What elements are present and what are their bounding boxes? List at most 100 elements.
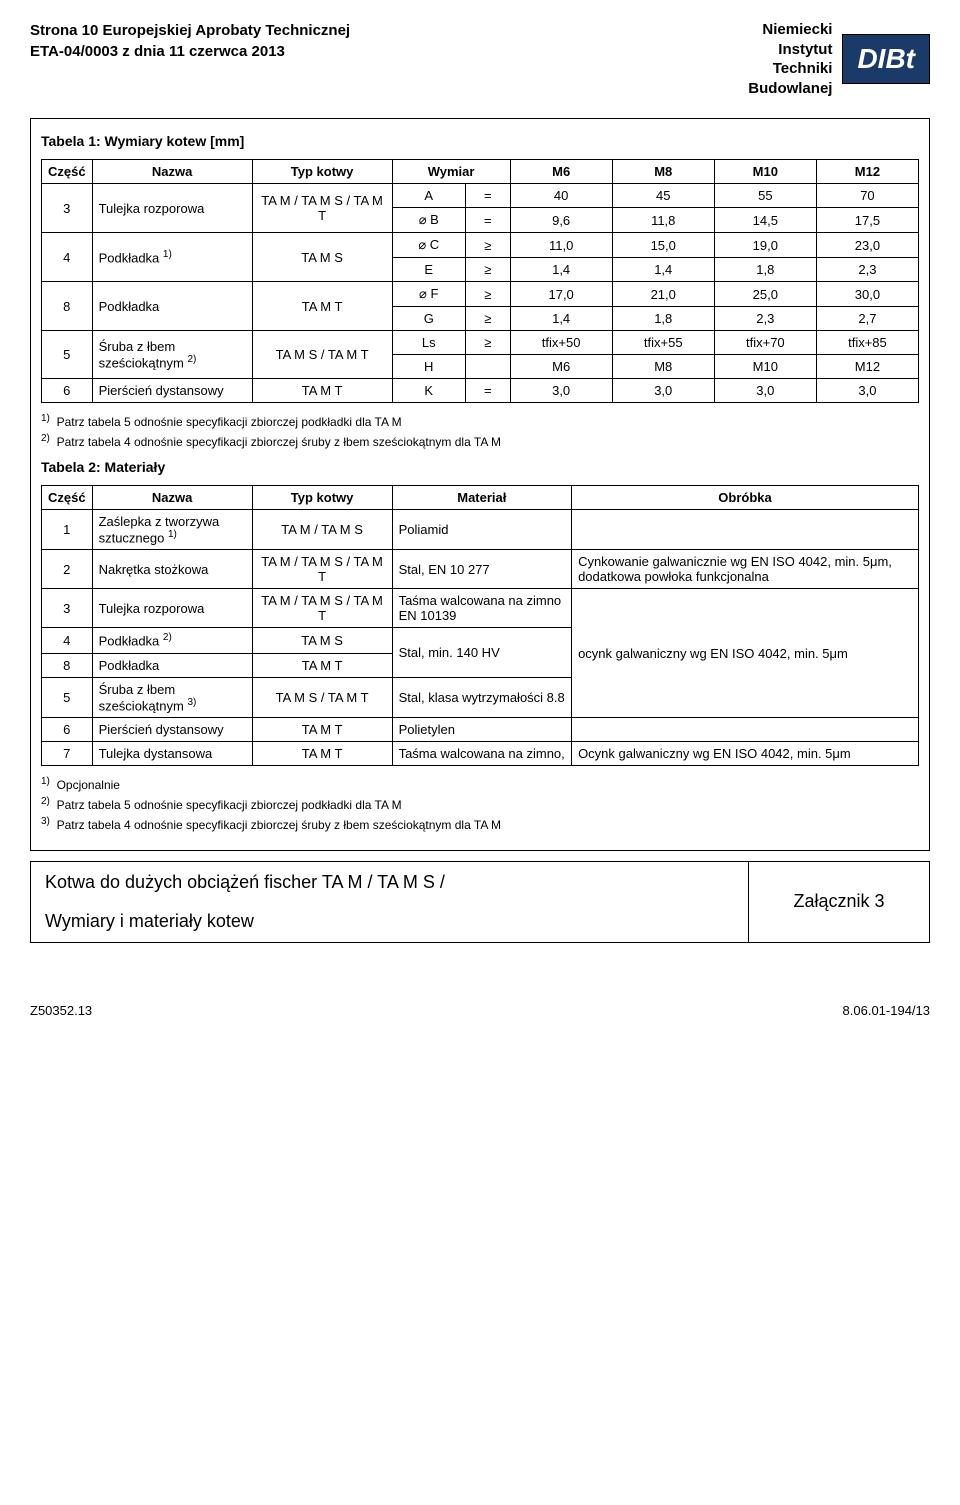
footer-right: 8.06.01-194/13: [843, 1003, 930, 1018]
cell-name: Tulejka dystansowa: [92, 741, 252, 765]
cell-obr: Cynkowanie galwanicznie wg EN ISO 4042, …: [572, 550, 919, 589]
cell-val: tfix+70: [714, 331, 816, 355]
cell-part: 4: [42, 233, 93, 282]
cell-part: 3: [42, 589, 93, 628]
table-row: 1 Zaślepka z tworzywa sztucznego 1) TA M…: [42, 510, 919, 550]
cell-sup: 2): [187, 354, 196, 365]
cell-type: TA M T: [252, 282, 392, 331]
cell-part: 8: [42, 282, 93, 331]
cell-rel: [465, 355, 510, 379]
cell-name: Tulejka rozporowa: [92, 184, 252, 233]
cell-name: Śruba z łbem sześciokątnym 3): [92, 677, 252, 717]
inst-line2: Instytut: [748, 40, 832, 60]
th-m12: M12: [816, 160, 918, 184]
cell-type: TA M / TA M S: [252, 510, 392, 550]
th-dim: Wymiar: [392, 160, 510, 184]
cell-val: 3,0: [816, 379, 918, 403]
cell-name-text: Śruba z łbem sześciokątnym: [99, 682, 184, 713]
cell-dim: G: [392, 307, 465, 331]
cell-name: Zaślepka z tworzywa sztucznego 1): [92, 510, 252, 550]
cell-part: 4: [42, 628, 93, 653]
cell-val: 1,4: [510, 307, 612, 331]
cell-part: 6: [42, 379, 93, 403]
cell-val: tfix+55: [612, 331, 714, 355]
header-left: Strona 10 Europejskiej Aprobaty Technicz…: [30, 20, 350, 62]
table2-footnotes: 1) Opcjonalnie 2) Patrz tabela 5 odnośni…: [41, 774, 919, 834]
cell-part: 1: [42, 510, 93, 550]
header-right: Niemiecki Instytut Techniki Budowlanej D…: [748, 20, 930, 98]
cell-val: 2,3: [714, 307, 816, 331]
cell-obr: Ocynk galwaniczny wg EN ISO 4042, min. 5…: [572, 741, 919, 765]
footnote-text: Patrz tabela 4 odnośnie specyfikacji zbi…: [57, 435, 501, 449]
header-institute: Niemiecki Instytut Techniki Budowlanej: [748, 20, 832, 98]
bottom-title: Kotwa do dużych obciążeń fischer TA M / …: [45, 872, 734, 893]
inst-line3: Techniki: [748, 59, 832, 79]
table2-header-row: Część Nazwa Typ kotwy Materiał Obróbka: [42, 486, 919, 510]
footnote-2: 2) Patrz tabela 4 odnośnie specyfikacji …: [41, 431, 919, 451]
cell-part: 6: [42, 717, 93, 741]
footnote-text: Patrz tabela 4 odnośnie specyfikacji zbi…: [57, 818, 501, 832]
bottom-subtitle: Wymiary i materiały kotew: [45, 911, 734, 932]
footer-left: Z50352.13: [30, 1003, 92, 1018]
cell-val: 14,5: [714, 208, 816, 233]
table2: Część Nazwa Typ kotwy Materiał Obróbka 1…: [41, 485, 919, 766]
cell-val: 45: [612, 184, 714, 208]
cell-val: 17,0: [510, 282, 612, 307]
cell-mat: Stal, EN 10 277: [392, 550, 571, 589]
cell-val: tfix+85: [816, 331, 918, 355]
cell-part: 8: [42, 653, 93, 677]
cell-part: 7: [42, 741, 93, 765]
th-name: Nazwa: [92, 160, 252, 184]
cell-name: Podkładka: [92, 282, 252, 331]
cell-val: 9,6: [510, 208, 612, 233]
footnote-text: Patrz tabela 5 odnośnie specyfikacji zbi…: [57, 415, 402, 429]
footnote-1: 1) Patrz tabela 5 odnośnie specyfikacji …: [41, 411, 919, 431]
header-line2: ETA-04/0003 z dnia 11 czerwca 2013: [30, 41, 350, 62]
table-row: 8 Podkładka TA M T ⌀ F ≥ 17,0 21,0 25,0 …: [42, 282, 919, 307]
cell-rel: ≥: [465, 331, 510, 355]
footnote-text: Opcjonalnie: [57, 778, 120, 792]
cell-val: 15,0: [612, 233, 714, 258]
cell-sup: 1): [163, 249, 172, 260]
th-m8: M8: [612, 160, 714, 184]
cell-obr: [572, 510, 919, 550]
cell-val: 3,0: [612, 379, 714, 403]
table-row: 3 Tulejka rozporowa TA M / TA M S / TA M…: [42, 589, 919, 628]
table-row: 7 Tulejka dystansowa TA M T Taśma walcow…: [42, 741, 919, 765]
th-obr: Obróbka: [572, 486, 919, 510]
cell-val: 30,0: [816, 282, 918, 307]
cell-type: TA M S / TA M T: [252, 677, 392, 717]
cell-val: 21,0: [612, 282, 714, 307]
cell-type: TA M S / TA M T: [252, 331, 392, 379]
cell-val: 2,7: [816, 307, 918, 331]
page-footer: Z50352.13 8.06.01-194/13: [30, 1003, 930, 1018]
table2-title: Tabela 2: Materiały: [41, 459, 919, 475]
cell-val: M8: [612, 355, 714, 379]
table-row: 5 Śruba z łbem sześciokątnym 2) TA M S /…: [42, 331, 919, 355]
cell-name: Podkładka: [92, 653, 252, 677]
cell-val: 1,8: [714, 258, 816, 282]
cell-mat: Taśma walcowana na zimno,: [392, 741, 571, 765]
cell-rel: =: [465, 379, 510, 403]
cell-name-text: Zaślepka z tworzywa sztucznego: [99, 514, 220, 545]
cell-type: TA M T: [252, 717, 392, 741]
table-row: 6 Pierścień dystansowy TA M T Polietylen: [42, 717, 919, 741]
cell-name: Pierścień dystansowy: [92, 379, 252, 403]
cell-obr: ocynk galwaniczny wg EN ISO 4042, min. 5…: [572, 589, 919, 718]
footnote-2: 2) Patrz tabela 5 odnośnie specyfikacji …: [41, 794, 919, 814]
cell-mat: Stal, min. 140 HV: [392, 628, 571, 677]
cell-part: 3: [42, 184, 93, 233]
cell-dim: ⌀ F: [392, 282, 465, 307]
table1-footnotes: 1) Patrz tabela 5 odnośnie specyfikacji …: [41, 411, 919, 451]
cell-rel: ≥: [465, 307, 510, 331]
cell-mat: Taśma walcowana na zimno EN 10139: [392, 589, 571, 628]
footnote-3: 3) Patrz tabela 4 odnośnie specyfikacji …: [41, 814, 919, 834]
cell-dim: H: [392, 355, 465, 379]
cell-dim: ⌀ C: [392, 233, 465, 258]
cell-name: Pierścień dystansowy: [92, 717, 252, 741]
th-part: Część: [42, 160, 93, 184]
cell-part: 5: [42, 677, 93, 717]
cell-type: TA M T: [252, 653, 392, 677]
cell-val: 1,8: [612, 307, 714, 331]
cell-rel: ≥: [465, 282, 510, 307]
